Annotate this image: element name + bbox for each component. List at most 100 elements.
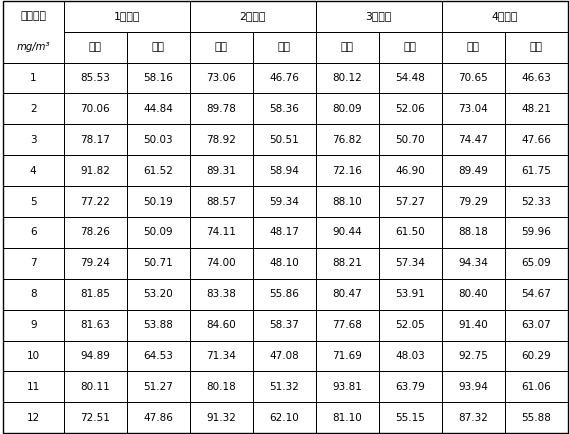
Text: 55.15: 55.15 <box>395 413 425 423</box>
Text: 80.40: 80.40 <box>459 289 488 299</box>
Text: 试样: 试样 <box>278 42 291 52</box>
Text: 61.06: 61.06 <box>521 382 551 392</box>
Bar <box>189 217 253 248</box>
Text: 47.08: 47.08 <box>269 351 299 361</box>
Bar <box>64 279 127 309</box>
Bar <box>127 32 189 62</box>
Text: 89.78: 89.78 <box>206 104 236 114</box>
Text: 46.76: 46.76 <box>269 73 299 83</box>
Text: 70.65: 70.65 <box>459 73 488 83</box>
Text: 94.89: 94.89 <box>80 351 110 361</box>
Bar <box>505 155 568 186</box>
Bar <box>505 279 568 309</box>
Bar <box>64 309 127 341</box>
Bar <box>189 186 253 217</box>
Bar <box>253 402 316 433</box>
Bar <box>253 217 316 248</box>
Bar <box>442 62 505 93</box>
Text: 4号锅炉: 4号锅炉 <box>492 11 518 21</box>
Bar <box>127 186 189 217</box>
Text: 54.67: 54.67 <box>521 289 551 299</box>
Bar <box>505 125 568 155</box>
Text: 90.44: 90.44 <box>332 227 362 237</box>
Bar <box>379 309 442 341</box>
Text: 48.10: 48.10 <box>269 258 299 268</box>
Text: 71.69: 71.69 <box>332 351 362 361</box>
Text: 58.36: 58.36 <box>269 104 299 114</box>
Bar <box>316 402 379 433</box>
Text: 53.20: 53.20 <box>143 289 173 299</box>
Text: 试样: 试样 <box>152 42 164 52</box>
Text: 89.31: 89.31 <box>206 166 236 176</box>
Text: 4: 4 <box>30 166 36 176</box>
Bar <box>379 279 442 309</box>
Bar <box>442 155 505 186</box>
Bar <box>442 93 505 125</box>
Bar <box>316 155 379 186</box>
Bar <box>3 125 64 155</box>
Bar <box>127 62 189 93</box>
Bar <box>253 279 316 309</box>
Text: 85.53: 85.53 <box>80 73 110 83</box>
Text: 61.50: 61.50 <box>395 227 425 237</box>
Text: 50.70: 50.70 <box>395 135 425 145</box>
Text: 73.04: 73.04 <box>459 104 488 114</box>
Text: 92.75: 92.75 <box>459 351 488 361</box>
Text: 64.53: 64.53 <box>143 351 173 361</box>
Bar <box>379 402 442 433</box>
Bar <box>379 341 442 372</box>
Text: 11: 11 <box>27 382 40 392</box>
Text: 53.91: 53.91 <box>395 289 425 299</box>
Text: 65.09: 65.09 <box>521 258 551 268</box>
Bar <box>3 372 64 402</box>
Text: 57.27: 57.27 <box>395 197 425 207</box>
Bar <box>253 62 316 93</box>
Bar <box>189 402 253 433</box>
Bar <box>379 93 442 125</box>
Bar <box>64 402 127 433</box>
Text: 47.86: 47.86 <box>143 413 173 423</box>
Bar <box>189 93 253 125</box>
Text: 78.17: 78.17 <box>80 135 110 145</box>
Bar <box>127 309 189 341</box>
Bar <box>189 248 253 279</box>
Text: 59.96: 59.96 <box>521 227 551 237</box>
Bar <box>127 372 189 402</box>
Bar <box>3 309 64 341</box>
Text: 58.94: 58.94 <box>269 166 299 176</box>
Bar <box>316 248 379 279</box>
Text: 试样: 试样 <box>530 42 543 52</box>
Text: 12: 12 <box>27 413 40 423</box>
Bar <box>505 248 568 279</box>
Bar <box>64 217 127 248</box>
Text: 2: 2 <box>30 104 36 114</box>
Text: 46.63: 46.63 <box>521 73 551 83</box>
Text: 78.26: 78.26 <box>80 227 110 237</box>
Bar <box>3 1 64 62</box>
Text: 58.16: 58.16 <box>143 73 173 83</box>
Text: 77.68: 77.68 <box>332 320 362 330</box>
Text: 57.34: 57.34 <box>395 258 425 268</box>
Bar <box>316 32 379 62</box>
Text: 46.90: 46.90 <box>395 166 425 176</box>
Bar <box>3 279 64 309</box>
Bar <box>64 32 127 62</box>
Text: 空白: 空白 <box>89 42 102 52</box>
Bar <box>64 186 127 217</box>
Text: 73.06: 73.06 <box>207 73 236 83</box>
Bar <box>316 93 379 125</box>
Bar <box>379 186 442 217</box>
Text: 91.40: 91.40 <box>459 320 488 330</box>
Bar <box>64 155 127 186</box>
Bar <box>189 341 253 372</box>
Text: 54.48: 54.48 <box>395 73 425 83</box>
Text: 3号锅炉: 3号锅炉 <box>366 11 392 21</box>
Bar <box>316 1 442 32</box>
Bar <box>3 155 64 186</box>
Text: 61.75: 61.75 <box>521 166 551 176</box>
Bar <box>3 341 64 372</box>
Text: 93.94: 93.94 <box>459 382 488 392</box>
Text: 88.21: 88.21 <box>332 258 362 268</box>
Bar <box>64 1 189 32</box>
Bar <box>253 155 316 186</box>
